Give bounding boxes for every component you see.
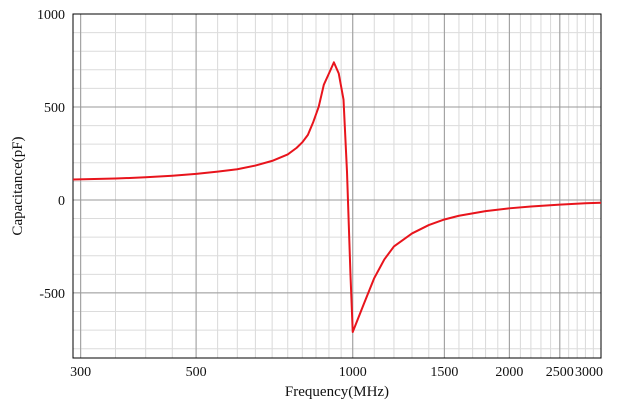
plot-frame: [72, 13, 602, 359]
series-point: [485, 210, 487, 212]
series-point: [236, 168, 238, 170]
series-point: [302, 142, 304, 144]
series-point: [328, 73, 330, 75]
series-point: [145, 176, 147, 178]
y-tick-label: 500: [44, 101, 65, 116]
x-tick-label: 1000: [339, 365, 367, 380]
plot-area: [73, 14, 601, 358]
x-tick-label: 2000: [495, 365, 523, 380]
x-axis-title: Frequency(MHz): [285, 384, 389, 400]
series-point: [444, 219, 446, 221]
series-point: [585, 202, 587, 204]
x-tick-label: 300: [70, 365, 91, 380]
y-axis-ticks: -500 0 500 1000: [37, 8, 65, 302]
x-axis-ticks: 300 500 1000 1500 2000 2500 3000: [70, 365, 603, 380]
series-point: [373, 277, 375, 279]
series-point: [287, 154, 289, 156]
series-point: [346, 171, 348, 173]
series-point: [411, 233, 413, 235]
x-tick-label: 3000: [575, 365, 603, 380]
x-tick-label: 500: [186, 365, 207, 380]
series-point: [530, 206, 532, 208]
series-point: [350, 274, 352, 276]
series-point: [352, 331, 354, 333]
x-tick-label: 2500: [546, 365, 574, 380]
series-point: [458, 215, 460, 217]
series-point: [320, 95, 322, 97]
series-point: [509, 208, 511, 210]
series-point: [428, 224, 430, 226]
series-point: [333, 62, 335, 64]
series-point: [296, 147, 298, 149]
x-tick-label: 1500: [430, 365, 458, 380]
series-point: [255, 165, 257, 167]
series-point: [363, 303, 365, 305]
series-point: [271, 160, 273, 162]
series-point: [338, 73, 340, 75]
series-point: [393, 246, 395, 248]
series-point: [313, 121, 315, 123]
y-tick-label: 0: [58, 194, 65, 209]
series-point: [171, 175, 173, 177]
series-point: [318, 106, 320, 108]
y-axis-title: Capacitance(pF): [10, 136, 26, 235]
series-point: [72, 179, 74, 181]
y-tick-label: 1000: [37, 8, 65, 23]
y-tick-label: -500: [39, 287, 65, 302]
series-point: [559, 204, 561, 206]
series-point: [217, 171, 219, 173]
series-point: [343, 99, 345, 101]
series-line: [72, 61, 602, 333]
series-point: [600, 202, 602, 204]
series-point: [195, 173, 197, 175]
series-point: [307, 134, 309, 136]
series-point: [384, 259, 386, 261]
series-point: [115, 178, 117, 180]
series-point: [323, 84, 325, 86]
